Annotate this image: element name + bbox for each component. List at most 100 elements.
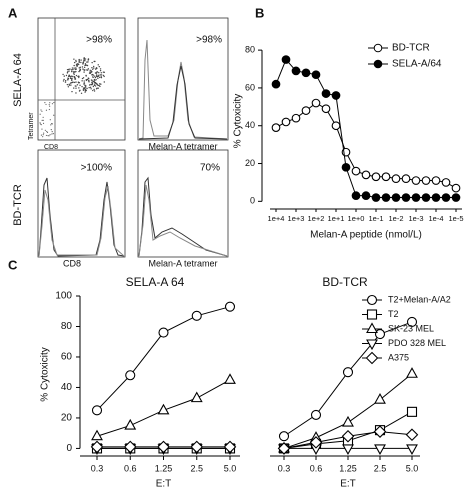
marker xyxy=(342,367,354,378)
dot xyxy=(73,73,75,76)
dot xyxy=(63,75,65,77)
marker xyxy=(406,406,418,417)
marker xyxy=(309,436,323,449)
dot xyxy=(66,68,69,71)
marker xyxy=(421,193,431,202)
dot xyxy=(95,68,97,70)
dot xyxy=(89,69,91,71)
axis-label: Melan-A tetramer xyxy=(148,258,217,268)
dot xyxy=(73,61,76,64)
gate-label: >98% xyxy=(86,35,112,46)
histogram xyxy=(138,39,228,140)
marker xyxy=(291,66,301,76)
marker xyxy=(190,391,203,403)
dot xyxy=(95,79,97,81)
marker xyxy=(401,174,411,183)
marker xyxy=(190,440,204,454)
legend-label: PDO 328 MEL xyxy=(388,338,446,348)
x-tick-label: 1e+1 xyxy=(328,214,345,223)
dot xyxy=(102,71,105,73)
dot xyxy=(75,85,77,87)
marker xyxy=(224,301,236,312)
dot xyxy=(95,88,98,90)
dot xyxy=(73,71,75,73)
legend-label: A375 xyxy=(388,352,409,362)
dot xyxy=(46,131,49,133)
marker xyxy=(224,373,236,384)
dot xyxy=(91,71,93,73)
panel-label: B xyxy=(255,5,264,20)
marker xyxy=(405,428,419,441)
dot xyxy=(51,123,53,125)
x-tick-label: 1e-4 xyxy=(428,214,443,223)
marker xyxy=(411,193,421,202)
dot xyxy=(81,77,84,80)
x-tick-label: 2.5 xyxy=(190,463,203,473)
marker xyxy=(441,178,451,187)
marker xyxy=(406,444,418,456)
dot xyxy=(68,74,70,76)
dot xyxy=(44,102,46,104)
dot xyxy=(97,87,99,89)
dot xyxy=(94,60,96,63)
marker xyxy=(401,193,411,202)
marker xyxy=(351,166,361,176)
dot xyxy=(45,103,47,106)
panel-label: C xyxy=(8,257,18,272)
dot xyxy=(73,81,76,84)
marker xyxy=(157,403,170,415)
dot xyxy=(94,79,96,82)
x-tick-label: 1.25 xyxy=(339,463,357,473)
marker xyxy=(421,176,431,185)
dot xyxy=(73,67,75,69)
dot xyxy=(92,76,94,79)
dot xyxy=(67,86,70,88)
dot xyxy=(94,85,97,87)
marker xyxy=(278,431,290,442)
dot xyxy=(83,80,85,82)
dot xyxy=(73,87,75,89)
dot xyxy=(99,74,102,76)
marker xyxy=(411,176,421,185)
marker xyxy=(391,174,401,183)
dot xyxy=(82,61,85,63)
marker xyxy=(191,310,202,321)
line xyxy=(96,306,231,411)
dot xyxy=(45,134,48,137)
marker xyxy=(371,193,381,202)
dot xyxy=(40,109,42,111)
marker xyxy=(431,193,441,202)
dot xyxy=(93,88,95,91)
dot xyxy=(48,104,50,106)
dot xyxy=(51,103,54,105)
dot xyxy=(72,75,74,78)
dot xyxy=(93,75,96,77)
dot xyxy=(85,79,88,82)
dot xyxy=(86,61,88,63)
dot xyxy=(88,84,91,86)
marker xyxy=(321,89,331,98)
legend-marker xyxy=(373,43,383,53)
marker xyxy=(277,442,291,455)
dot xyxy=(42,134,44,136)
dot xyxy=(92,85,95,88)
dot xyxy=(100,74,103,76)
y-tick-label: 20 xyxy=(245,158,255,168)
dot xyxy=(84,60,86,62)
dot xyxy=(78,58,80,61)
marker xyxy=(373,425,387,438)
dot xyxy=(44,129,46,131)
dot xyxy=(99,85,101,88)
dot xyxy=(66,83,69,86)
dot xyxy=(78,70,80,73)
marker xyxy=(341,429,355,443)
dot xyxy=(71,79,73,82)
y-tick-label: 0 xyxy=(66,443,72,454)
marker xyxy=(124,418,137,430)
legend-marker xyxy=(373,59,383,69)
dot xyxy=(99,83,101,85)
dot xyxy=(94,83,96,85)
dot xyxy=(76,84,79,86)
x-tick-label: 2.5 xyxy=(374,463,387,473)
